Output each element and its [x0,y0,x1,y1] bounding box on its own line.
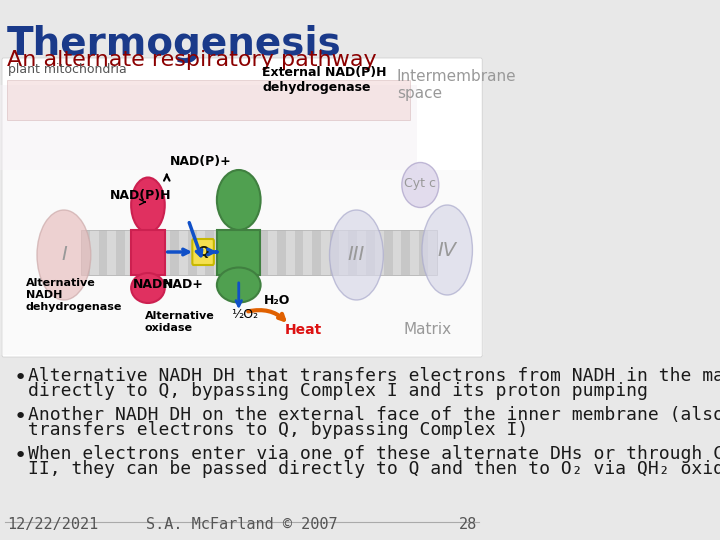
Text: directly to Q, bypassing Complex I and its proton pumping: directly to Q, bypassing Complex I and i… [28,382,648,400]
Text: Alternative
NADH
dehydrogenase: Alternative NADH dehydrogenase [25,279,122,312]
Bar [217,230,260,275]
Text: I: I [61,246,67,265]
Text: NAD(P)H: NAD(P)H [109,188,171,201]
Ellipse shape [37,210,91,300]
Text: Intermembrane
space: Intermembrane space [397,69,516,101]
Bar [330,230,339,275]
Bar [0,170,484,355]
Bar [366,230,374,275]
Text: NADH: NADH [132,279,173,292]
Text: Cyt c: Cyt c [405,177,436,190]
Text: •: • [14,446,27,466]
Text: NAD+: NAD+ [163,279,204,292]
Bar [384,230,392,275]
Text: •: • [14,368,27,388]
Text: Matrix: Matrix [403,322,451,338]
Text: •: • [14,407,27,427]
Text: 28: 28 [459,517,477,532]
Text: External NAD(P)H
dehydrogenase: External NAD(P)H dehydrogenase [262,66,387,94]
Bar [419,230,428,275]
FancyBboxPatch shape [2,58,482,357]
Bar [294,230,303,275]
Text: S.A. McFarland © 2007: S.A. McFarland © 2007 [146,517,338,532]
Bar [117,230,125,275]
Bar [81,230,89,275]
Bar [6,80,410,120]
Bar [205,230,215,275]
Ellipse shape [402,163,438,207]
Bar [99,230,107,275]
Text: Another NADH DH on the external face of the inner membrane (also: Another NADH DH on the external face of … [28,406,720,424]
Ellipse shape [131,178,165,233]
Ellipse shape [330,210,383,300]
Bar [134,230,143,275]
Text: Q: Q [197,245,209,259]
Text: III: III [348,246,365,265]
Text: H₂O: H₂O [264,294,291,307]
Bar [81,230,437,275]
Text: Thermogenesis: Thermogenesis [6,25,341,63]
FancyBboxPatch shape [192,239,214,265]
Text: When electrons enter via one of these alternate DHs or through Complex: When electrons enter via one of these al… [28,445,720,463]
Text: Alternative
oxidase: Alternative oxidase [145,311,215,333]
Text: 12/22/2021: 12/22/2021 [6,517,98,532]
Bar [170,230,179,275]
Text: NAD(P)+: NAD(P)+ [170,156,232,168]
Text: Alternative NADH DH that transfers electrons from NADH in the matrix: Alternative NADH DH that transfers elect… [28,367,720,385]
Bar [131,230,165,275]
Text: ½O₂: ½O₂ [230,308,258,321]
Ellipse shape [131,273,165,303]
Bar [223,230,232,275]
Bar [241,230,250,275]
Ellipse shape [217,170,261,230]
Text: plant mitochondria: plant mitochondria [8,64,127,77]
Text: IV: IV [438,240,456,260]
Text: An alternate respiratory pathway: An alternate respiratory pathway [6,50,377,70]
Bar [402,230,410,275]
Bar [188,230,197,275]
Ellipse shape [422,205,472,295]
Ellipse shape [217,267,261,302]
Text: II, they can be passed directly to Q and then to O₂ via QH₂ oxidase: II, they can be passed directly to Q and… [28,460,720,478]
Text: Heat: Heat [284,323,322,337]
Bar [259,230,268,275]
Bar [0,85,417,170]
Bar [152,230,161,275]
Bar [312,230,321,275]
Bar [276,230,286,275]
Bar [348,230,357,275]
Text: transfers electrons to Q, bypassing Complex I): transfers electrons to Q, bypassing Comp… [28,421,528,439]
